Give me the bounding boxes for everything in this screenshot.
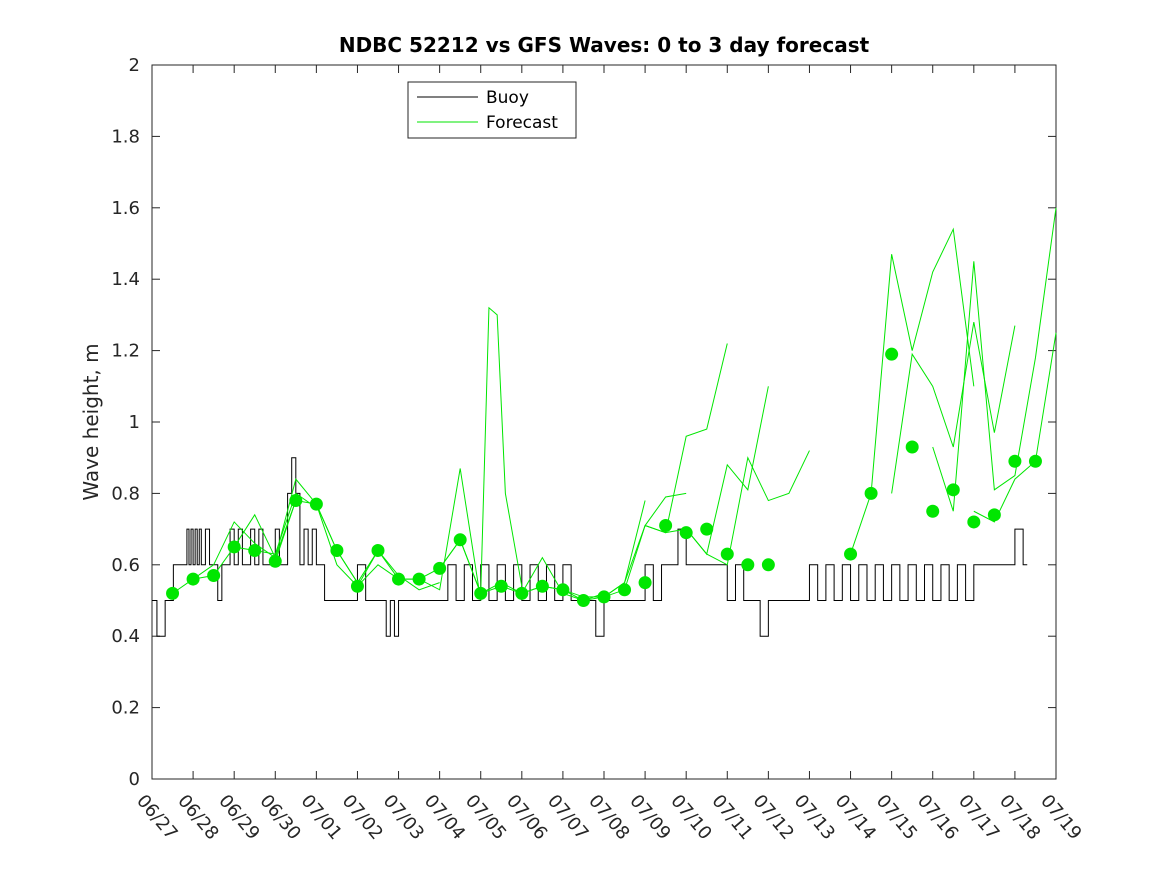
x-tick-label: 06/28 (173, 791, 222, 844)
forecast-series-line (891, 321, 1016, 494)
forecast-marker (289, 494, 303, 508)
forecast-marker (515, 586, 529, 600)
forecast-marker (371, 544, 385, 558)
forecast-marker (926, 504, 940, 518)
legend: Buoy Forecast (407, 81, 577, 139)
y-tick-label: 1.8 (111, 126, 140, 147)
forecast-marker (248, 544, 262, 558)
x-tick-label: 07/06 (502, 791, 551, 844)
y-tick-label: 0.4 (111, 626, 140, 647)
x-tick-label: 07/15 (872, 791, 921, 844)
forecast-marker (885, 347, 899, 361)
forecast-marker (433, 561, 447, 575)
x-tick-label: 07/04 (420, 791, 469, 844)
x-tick-label: 06/29 (214, 791, 263, 844)
forecast-series-line (973, 332, 1057, 523)
forecast-marker (864, 486, 878, 500)
legend-forecast-label: Forecast (486, 113, 558, 133)
y-axis-label: Wave height, m (79, 343, 103, 500)
forecast-marker (597, 590, 611, 604)
forecast-marker (535, 579, 549, 593)
x-tick-label: 07/02 (338, 791, 387, 844)
forecast-marker (186, 572, 200, 586)
x-tick-label: 07/13 (790, 791, 839, 844)
x-tick-label: 07/14 (831, 791, 880, 844)
y-tick-label: 0.8 (111, 483, 140, 504)
x-tick-label: 07/09 (625, 791, 674, 844)
forecast-marker (309, 497, 323, 511)
forecast-marker (659, 519, 673, 533)
x-tick-label: 06/30 (255, 791, 304, 844)
forecast-marker (392, 572, 406, 586)
forecast-marker (268, 554, 282, 568)
forecast-marker (905, 440, 919, 454)
x-tick-label: 07/12 (749, 791, 798, 844)
forecast-series-line (603, 343, 728, 598)
forecast-marker (638, 576, 652, 590)
legend-buoy-label: Buoy (486, 88, 529, 108)
x-tick-label: 07/08 (584, 791, 633, 844)
forecast-marker (987, 508, 1001, 522)
x-tick-label: 07/11 (707, 791, 756, 844)
forecast-series-line (850, 227, 975, 555)
forecast-marker (618, 583, 632, 597)
forecast-marker (474, 586, 488, 600)
x-tick-label: 07/03 (379, 791, 428, 844)
x-tick-label: 07/07 (543, 791, 592, 844)
forecast-marker (844, 547, 858, 561)
legend-box (407, 81, 577, 139)
y-tick-label: 1.4 (111, 269, 140, 290)
forecast-series-line (685, 450, 810, 566)
x-tick-label: 06/27 (132, 791, 181, 844)
forecast-marker (494, 579, 508, 593)
forecast-marker (330, 544, 344, 558)
forecast-marker (227, 540, 241, 554)
forecast-series-line (274, 499, 399, 587)
forecast-series-line (398, 306, 523, 594)
y-tick-label: 1.2 (111, 341, 140, 362)
x-tick-label: 07/10 (666, 791, 715, 844)
forecast-marker (166, 586, 180, 600)
y-tick-label: 0 (129, 769, 140, 790)
forecast-series-line (932, 207, 1057, 512)
forecast-marker (700, 522, 714, 536)
forecast-marker (1028, 454, 1042, 468)
x-tick-label: 07/05 (461, 791, 510, 844)
y-tick-label: 0.6 (111, 555, 140, 576)
forecast-marker (412, 572, 426, 586)
x-tick-label: 07/17 (954, 791, 1003, 844)
y-tick-label: 1 (129, 412, 140, 433)
forecast-marker (1008, 454, 1022, 468)
forecast-series-line (480, 556, 605, 602)
x-tick-label: 07/18 (995, 791, 1044, 844)
buoy-series-line (152, 457, 1028, 637)
y-tick-label: 2 (129, 55, 140, 76)
forecast-marker (946, 483, 960, 497)
y-tick-label: 0.2 (111, 698, 140, 719)
axes-frame (151, 64, 1057, 780)
forecast-marker (967, 515, 981, 529)
forecast-marker (720, 547, 734, 561)
forecast-marker (453, 533, 467, 547)
forecast-marker (556, 583, 570, 597)
plot-area: 00.20.40.60.811.21.41.61.8206/2706/2806/… (111, 55, 1085, 844)
y-tick-label: 1.6 (111, 198, 140, 219)
forecast-marker (741, 558, 755, 572)
chart-title: NDBC 52212 vs GFS Waves: 0 to 3 day fore… (339, 33, 870, 57)
forecast-marker (207, 569, 221, 583)
forecast-marker (576, 594, 590, 607)
forecast-marker (679, 526, 693, 540)
x-tick-label: 07/01 (297, 791, 346, 844)
x-tick-label: 07/19 (1036, 791, 1085, 844)
x-tick-label: 07/16 (913, 791, 962, 844)
forecast-marker (761, 558, 775, 572)
forecast-marker (350, 579, 364, 593)
